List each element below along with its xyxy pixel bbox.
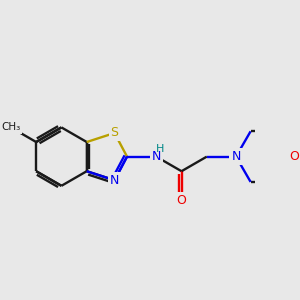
Text: O: O: [177, 194, 187, 207]
Text: O: O: [290, 150, 299, 163]
Text: N: N: [152, 150, 161, 163]
Text: CH₃: CH₃: [1, 122, 20, 132]
Text: N: N: [110, 174, 119, 187]
Text: H: H: [156, 144, 164, 154]
Text: N: N: [231, 150, 241, 163]
Text: S: S: [110, 127, 118, 140]
